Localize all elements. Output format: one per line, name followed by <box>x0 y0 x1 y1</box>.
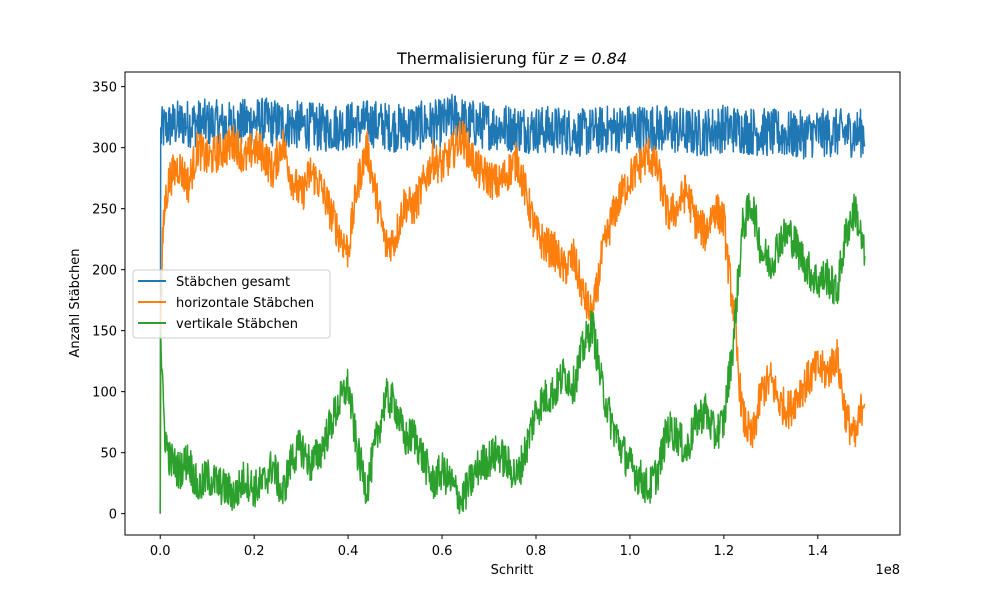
legend-frame <box>132 269 331 339</box>
series-line-2 <box>159 193 866 515</box>
legend-label-vertical: vertikale Stäbchen <box>176 317 298 332</box>
y-tick-label: 150 <box>92 325 117 340</box>
chart-title-math: z = 0.84 <box>558 49 627 68</box>
x-tick-label: 0.2 <box>244 544 265 559</box>
series-line-0 <box>159 93 866 514</box>
series-line-1 <box>159 120 866 514</box>
y-axis-label: Anzahl Stäbchen <box>68 248 83 357</box>
x-tick-label: 0.4 <box>338 544 359 559</box>
x-tick-label: 1.4 <box>807 544 828 559</box>
y-tick-label: 100 <box>92 386 117 401</box>
y-tick-label: 250 <box>92 203 117 218</box>
chart-title: Thermalisierung für z = 0.84 <box>396 49 627 68</box>
chart-title-prefix: Thermalisierung für <box>396 49 560 68</box>
y-tick-label: 350 <box>92 81 117 96</box>
x-tick-label: 1.0 <box>620 544 641 559</box>
y-tick-label: 300 <box>92 142 117 157</box>
legend: Stäbchen gesamt horizontale Stäbchen ver… <box>132 269 331 339</box>
axes-frame <box>124 71 901 536</box>
x-axis-offset-label: 1e8 <box>875 563 900 578</box>
x-tick-label: 0.6 <box>432 544 453 559</box>
y-tick-label: 50 <box>100 447 117 462</box>
legend-label-horizontal: horizontale Stäbchen <box>176 296 314 311</box>
x-tick-label: 0.0 <box>150 544 171 559</box>
y-tick-label: 200 <box>92 264 117 279</box>
legend-label-total: Stäbchen gesamt <box>176 275 290 290</box>
y-tick-label: 0 <box>109 508 117 523</box>
series-group <box>159 93 866 515</box>
x-tick-label: 0.8 <box>526 544 547 559</box>
ticks-group: 0.0 0.2 0.4 0.6 0.8 1.0 1.2 1.4 0 50 100 150 200 250 3… <box>92 81 828 559</box>
x-axis-label: Schritt <box>491 563 534 578</box>
x-tick-label: 1.2 <box>714 544 735 559</box>
